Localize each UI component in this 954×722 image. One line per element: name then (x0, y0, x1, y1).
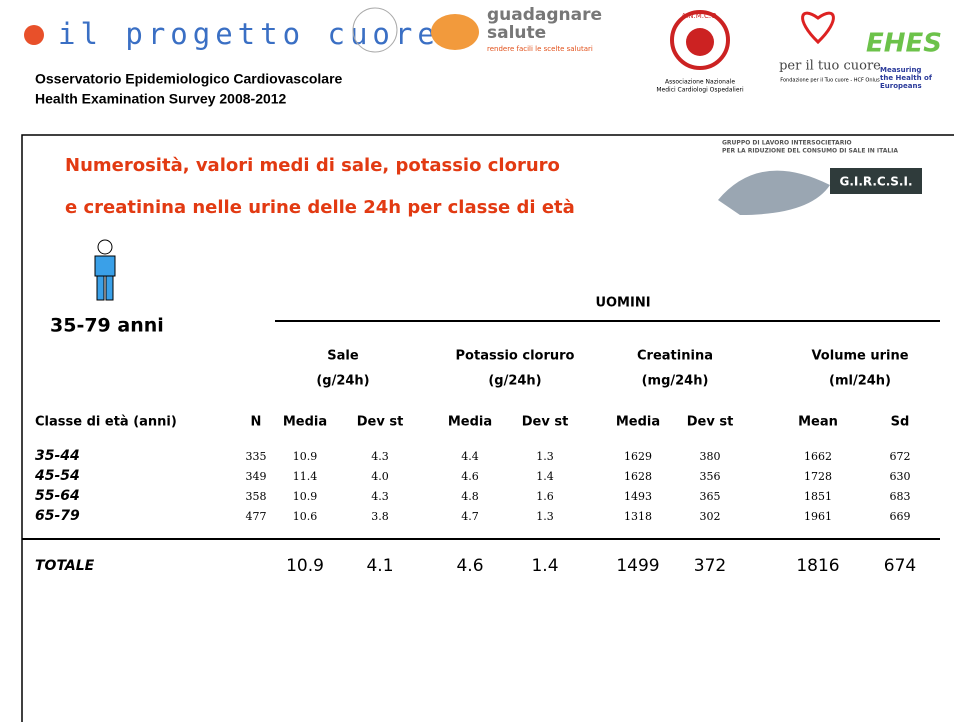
heart-icon (24, 25, 44, 45)
cell: 1.6 (536, 490, 554, 503)
total-cell: 1816 (796, 556, 839, 576)
cell: 630 (890, 470, 911, 483)
column-group: Volume urine (811, 349, 908, 364)
cell: 1961 (804, 510, 832, 523)
tuo-cuore-logo (803, 13, 834, 42)
cell: 4.6 (461, 470, 479, 483)
org-line: Osservatorio Epidemiologico Cardiovascol… (35, 71, 343, 87)
column-header: Dev st (357, 415, 404, 430)
cell: 1493 (624, 490, 652, 503)
cell: 380 (700, 450, 721, 463)
cell: 358 (246, 490, 267, 503)
column-header: Dev st (687, 415, 734, 430)
gircsi-line: GRUPPO DI LAVORO INTERSOCIETARIO (722, 140, 852, 147)
title-line: e creatinina nelle urine delle 24h per c… (65, 197, 575, 218)
logo-line: per il tuo cuore (779, 59, 881, 74)
column-header: Dev st (522, 415, 569, 430)
total-cell: 372 (694, 556, 726, 576)
guadagnare-logo (431, 14, 479, 50)
logo-line: A.N.M.C.O. (681, 12, 718, 20)
logo-line: Medici Cardiologi Ospedalieri (656, 87, 744, 94)
cell: 4.7 (461, 510, 479, 523)
column-header: N (251, 415, 262, 430)
logo-line: salute (487, 23, 546, 43)
column-header: Media (283, 415, 327, 430)
row-label: 55-64 (35, 488, 80, 504)
cell: 1629 (624, 450, 652, 463)
column-unit: (g/24h) (488, 374, 541, 389)
column-header: Classe di età (anni) (35, 415, 177, 430)
cell: 477 (246, 510, 267, 523)
logo-line: Measuring (880, 66, 921, 74)
logo-line: rendere facili le scelte salutari (487, 45, 593, 53)
logo-text: il progetto cuore (58, 17, 440, 51)
row-label: 35-44 (35, 448, 80, 464)
gircsi-badge-text: G.I.R.C.S.I. (839, 175, 912, 189)
cell: 672 (890, 450, 911, 463)
slide: il progetto cuore guadagnare salute rend… (0, 0, 954, 722)
logo-line: guadagnare (487, 5, 602, 25)
cell: 302 (700, 510, 721, 523)
cell: 1.4 (536, 470, 554, 483)
cell: 4.8 (461, 490, 479, 503)
total-cell: 1.4 (531, 556, 558, 576)
cell: 1.3 (536, 510, 554, 523)
logo-line: Europeans (880, 82, 922, 90)
logo-line: EHES (866, 29, 942, 59)
cell: 4.3 (371, 450, 389, 463)
row-label: 65-79 (35, 508, 80, 524)
cell: 1728 (804, 470, 832, 483)
column-group: Sale (327, 349, 359, 364)
column-unit: (ml/24h) (829, 374, 891, 389)
total-cell: 4.1 (366, 556, 393, 576)
gircsi-line: PER LA RIDUZIONE DEL CONSUMO DI SALE IN … (722, 148, 898, 155)
cell: 349 (246, 470, 267, 483)
total-cell: 10.9 (286, 556, 324, 576)
title-line: Numerosità, valori medi di sale, potassi… (65, 155, 560, 176)
column-group: Creatinina (637, 349, 713, 364)
cell: 335 (246, 450, 267, 463)
anmco-logo (686, 28, 714, 56)
org-line: Health Examination Survey 2008-2012 (35, 91, 287, 107)
cell: 669 (890, 510, 911, 523)
cell: 11.4 (293, 470, 318, 483)
cell: 1628 (624, 470, 652, 483)
total-cell: 4.6 (456, 556, 483, 576)
logo-line: the Health of (880, 74, 933, 82)
cell: 1.3 (536, 450, 554, 463)
age-range: 35-79 anni (50, 315, 164, 337)
logo-line: Associazione Nazionale (665, 79, 735, 86)
cell: 4.0 (371, 470, 389, 483)
cell: 683 (890, 490, 911, 503)
row-label: 45-54 (34, 468, 80, 484)
column-unit: (g/24h) (316, 374, 369, 389)
column-header: Media (448, 415, 492, 430)
column-unit: (mg/24h) (642, 374, 709, 389)
cell: 4.4 (461, 450, 479, 463)
cell: 1318 (624, 510, 652, 523)
cell: 3.8 (371, 510, 389, 523)
cell: 10.6 (293, 510, 318, 523)
column-header: Sd (891, 415, 910, 430)
cell: 4.3 (371, 490, 389, 503)
person-icon (95, 240, 115, 300)
column-header: Media (616, 415, 660, 430)
column-header: Mean (798, 415, 838, 430)
salt-image (718, 171, 830, 215)
total-cell: 1499 (616, 556, 659, 576)
total-cell: 674 (884, 556, 916, 576)
page: il progetto cuore guadagnare salute rend… (0, 0, 954, 722)
total-label: TOTALE (35, 558, 95, 574)
logo-line: Fondazione per il Tuo cuore - HCF Onlus (780, 78, 880, 84)
table-group: UOMINI (595, 296, 650, 311)
cell: 10.9 (293, 450, 318, 463)
cell: 356 (700, 470, 721, 483)
column-group: Potassio cloruro (456, 349, 575, 364)
cell: 365 (700, 490, 721, 503)
cell: 1662 (804, 450, 832, 463)
cell: 1851 (804, 490, 832, 503)
cell: 10.9 (293, 490, 318, 503)
